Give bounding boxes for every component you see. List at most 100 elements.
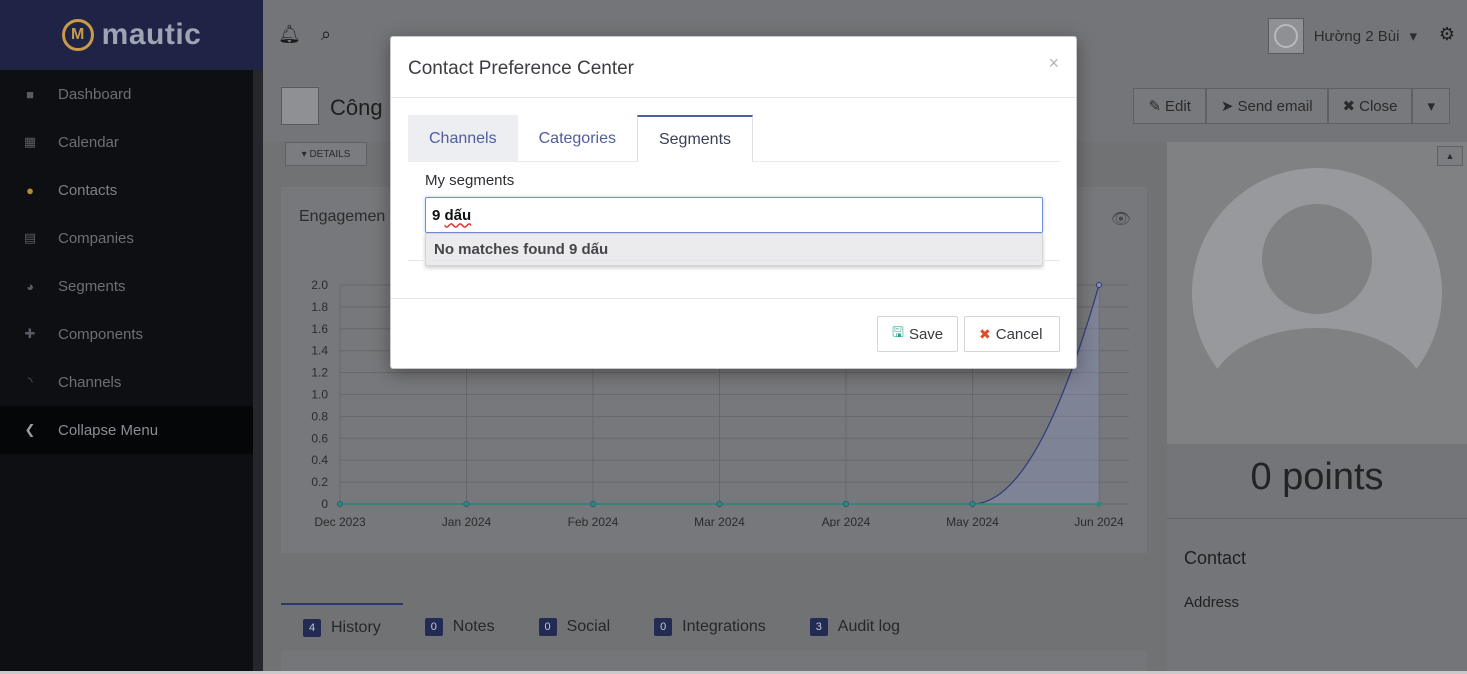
profile-image: ▲ [1167,142,1467,444]
sidebar-item-channels[interactable]: ◝ Channels [0,358,263,406]
edit-label: Edit [1165,97,1191,115]
sidebar-item-label: Companies [58,229,134,247]
count-badge: 0 [424,618,443,636]
avatar [1267,18,1304,54]
y-tick-label: 2.0 [311,278,328,292]
close-icon[interactable]: × [1048,53,1059,73]
rss-icon: ◝ [27,374,33,389]
page-title: Công [330,95,383,120]
points-value: 0 points [1250,456,1384,498]
segments-search-input[interactable]: 9 dấu [425,197,1043,233]
cancel-button[interactable]: ✖ Cancel [964,316,1060,352]
tab-social[interactable]: 0 Social [517,603,633,651]
sidebar-item-collapse-menu[interactable]: ❮ Collapse Menu [0,406,263,454]
modal-body: Channels Categories Segments [391,98,1076,299]
sidebar-item-label: Calendar [58,133,119,151]
gear-icon[interactable]: ⚙ [1438,24,1455,44]
sidebar-scrollbar[interactable] [253,70,263,674]
y-tick-label: 1.8 [311,300,328,314]
data-point [337,501,343,507]
search-icon[interactable]: ⌕ [321,24,332,44]
data-point [464,501,469,507]
y-tick-label: 0.4 [311,453,328,467]
data-point [1096,501,1102,507]
chevron-up-icon[interactable]: ▲ [1437,146,1463,166]
tab-label: Social [566,618,611,635]
edit-icon: ✎ [1148,98,1162,115]
contact-tabs: 4 History 0 Notes 0 Social 0 Integration… [281,603,922,651]
brand[interactable]: M mautic [0,0,263,70]
tab-notes[interactable]: 0 Notes [403,603,517,651]
y-tick-label: 1.6 [311,322,328,336]
sidebar-nav: ■ Dashboard ▦ Calendar ● Contacts ▤ Comp… [0,70,263,454]
y-tick-label: 1.4 [311,344,328,358]
y-tick-label: 1.2 [311,366,328,380]
details-toggle[interactable]: ▾ DETAILS [285,142,367,166]
page-bottom-border [0,671,1467,674]
sidebar-item-segments[interactable]: ◕ Segments [0,262,263,310]
caret-down-icon: ▾ [1409,28,1417,45]
sidebar-item-components[interactable]: ✚ Components [0,310,263,358]
actions-dropdown-button[interactable]: ▾ [1412,88,1450,124]
cancel-label: Cancel [995,325,1043,343]
sidebar-item-contacts[interactable]: ● Contacts [0,166,263,214]
puzzle-icon: ✚ [24,326,36,341]
tab-audit-log[interactable]: 3 Audit log [788,603,922,651]
preference-center-modal: Contact Preference Center × Channels Cat… [390,36,1077,369]
default-avatar-icon [1192,168,1442,418]
address-label: Address [1184,594,1240,611]
grid-icon: ■ [26,86,34,102]
y-tick-label: 1.0 [311,388,328,402]
count-badge: 3 [809,618,828,636]
x-tick-label: Jan 2024 [442,515,492,527]
segments-label: My segments [425,172,515,189]
sidebar-item-label: Dashboard [58,85,132,103]
close-icon: ✖ [979,325,991,342]
paper-plane-icon: ➤ [1220,98,1234,115]
sidebar-item-companies[interactable]: ▤ Companies [0,214,263,262]
caret-down-icon: ▾ [1427,98,1435,115]
save-label: Save [908,325,944,343]
data-point [1096,282,1102,288]
tab-segments[interactable]: Segments [636,115,754,162]
series-area [340,285,1099,504]
sidebar-item-label: Collapse Menu [58,421,159,439]
modal-title: Contact Preference Center [408,58,635,79]
user-menu[interactable]: Hường 2 Bùi ▾ [1267,18,1417,54]
y-tick-label: 0.2 [311,475,328,489]
input-text-misspelled: dấu [444,206,472,224]
sidebar-item-label: Components [58,325,144,343]
sidebar: M mautic ■ Dashboard ▦ Calendar ● Contac… [0,0,263,674]
contact-heading: Contact [1184,548,1247,568]
modal-tabs: Channels Categories Segments [408,115,1060,162]
y-tick-label: 0.6 [311,431,328,445]
contact-avatar [281,87,319,125]
calendar-icon: ▦ [23,134,37,149]
tab-label: History [331,619,381,636]
no-matches-result: No matches found 9 dấu [425,233,1043,266]
caret-down-icon: ▾ [301,148,310,160]
sidebar-item-label: Contacts [58,181,118,199]
send-email-label: Send email [1237,97,1313,115]
data-point [970,501,975,507]
eye-icon[interactable]: 👁︎ [1110,211,1131,228]
data-point [843,501,849,507]
floppy-disk-icon: 🖫 [892,324,904,340]
y-tick-label: 0 [321,497,328,511]
sidebar-item-calendar[interactable]: ▦ Calendar [0,118,263,166]
bell-icon[interactable]: 🔔︎ [278,24,301,44]
save-button[interactable]: 🖫 Save [877,316,958,352]
count-badge: 4 [303,619,321,637]
send-email-button[interactable]: ➤ Send email [1205,88,1328,124]
x-tick-label: Apr 2024 [822,515,871,527]
chevron-left-icon: ❮ [24,422,36,437]
sidebar-item-label: Channels [58,373,122,391]
close-button[interactable]: ✖ Close [1327,88,1413,124]
sidebar-item-label: Segments [58,277,126,295]
edit-button[interactable]: ✎ Edit [1133,88,1206,124]
tab-integrations[interactable]: 0 Integrations [632,603,788,651]
tab-history[interactable]: 4 History [281,603,403,651]
tab-categories[interactable]: Categories [538,129,616,147]
tab-channels[interactable]: Channels [408,115,518,162]
sidebar-item-dashboard[interactable]: ■ Dashboard [0,70,263,118]
